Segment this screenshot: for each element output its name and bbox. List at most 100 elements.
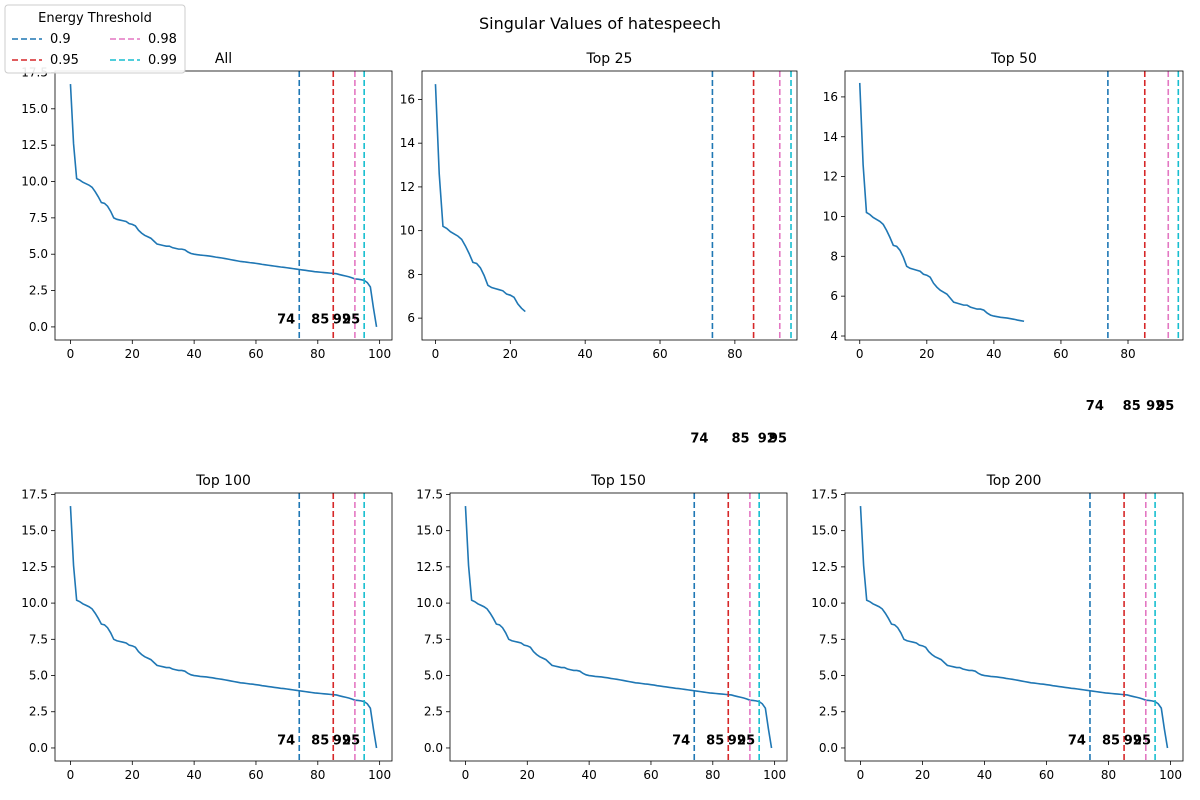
singular-value-line [859,505,1169,749]
singular-value-line [434,84,526,313]
threshold-label: 74 [672,734,690,749]
y-tick-label: 5.0 [819,669,838,683]
subplot: All0204060801000.02.55.07.510.012.515.01… [21,51,393,361]
legend-label: 0.99 [148,53,177,68]
y-tick-label: 10 [823,209,838,223]
legend: Energy Threshold 0.9 0.95 0.98 0.99 [4,4,186,74]
threshold-label: 85 [1123,399,1141,414]
y-tick-label: 10.0 [21,596,48,610]
legend-frame [4,4,186,74]
x-tick-label: 60 [643,768,658,782]
x-tick-label: 40 [977,768,992,782]
y-tick-label: 6 [407,311,415,325]
y-tick-label: 15.0 [416,524,443,538]
x-tick-label: 80 [727,347,742,361]
threshold-label: 85 [311,734,329,749]
x-tick-label: 20 [915,768,930,782]
singular-value-line [858,82,1025,323]
x-tick-label: 0 [67,347,75,361]
y-tick-label: 2.5 [819,705,838,719]
y-tick-label: 2.5 [424,705,443,719]
subplot: Top 100 0 20 40 60 80 100 0.0 2.5 5.0 7.5 10.0 12.5 1… [21,473,393,782]
x-tick-label: 80 [1120,347,1135,361]
x-tick-label: 20 [919,347,934,361]
legend-entry: 0.98 [110,32,177,47]
legend-label: 0.95 [50,53,79,68]
x-tick-label: 40 [186,768,201,782]
threshold-label: 74 [1068,734,1086,749]
threshold-label: 92 [1124,734,1142,749]
y-tick-label: 0.0 [819,741,838,755]
y-tick-label: 2.5 [29,705,48,719]
threshold-label: 85 [731,431,749,446]
subplot: Top 150 0 20 40 60 80 100 0.0 2.5 5.0 7.5 10.0 12.5 1… [416,473,788,782]
threshold-label: 74 [1086,399,1104,414]
x-tick-label: 20 [125,768,140,782]
singular-value-line [464,505,773,749]
x-tick-label: 40 [578,347,593,361]
y-tick-label: 12.5 [21,138,48,152]
x-tick-label: 80 [705,768,720,782]
y-tick-label: 2.5 [29,284,48,298]
y-tick-label: 12.5 [811,560,838,574]
x-tick-label: 20 [125,347,140,361]
threshold-label: 95 [1133,734,1151,749]
threshold-label: 85 [311,313,329,328]
x-tick-label: 100 [368,768,391,782]
threshold-label: 92 [333,734,351,749]
threshold-label: 95 [737,734,755,749]
x-tick-label: 40 [986,347,1001,361]
y-tick-label: 7.5 [29,211,48,225]
legend-entry: 0.95 [12,53,79,68]
legend-entry: 0.99 [110,53,177,68]
threshold-label: 92 [728,734,746,749]
x-tick-label: 60 [652,347,667,361]
legend-entry: 0.9 [12,32,71,47]
y-tick-label: 10 [400,224,415,238]
subplot-title: Top 200 [986,473,1042,489]
y-tick-label: 17.5 [811,487,838,501]
threshold-label: 92 [333,313,351,328]
legend-title: Energy Threshold [38,11,152,26]
subplot-title: All [215,51,232,67]
subplot-title: Top 25 [586,51,633,67]
x-tick-label: 20 [503,347,518,361]
y-tick-label: 14 [400,136,415,150]
threshold-label: 85 [706,734,724,749]
x-tick-label: 60 [1039,768,1054,782]
y-tick-label: 0.0 [29,320,48,334]
threshold-label: 74 [277,734,295,749]
threshold-label: 92 [758,431,776,446]
subplot-title: Top 100 [195,473,251,489]
y-tick-label: 15.0 [811,524,838,538]
axes-frame [54,70,393,341]
threshold-label: 85 [1102,734,1120,749]
y-tick-label: 12 [400,180,415,194]
x-tick-label: 0 [462,768,470,782]
x-tick-label: 20 [520,768,535,782]
axes-frame [449,492,788,762]
threshold-label: 74 [277,313,295,328]
y-tick-label: 0.0 [29,741,48,755]
y-tick-label: 4 [830,329,838,343]
axes-frame [844,70,1184,341]
x-tick-label: 0 [67,768,75,782]
legend-label: 0.98 [148,32,177,47]
y-tick-label: 0.0 [424,741,443,755]
y-tick-label: 5.0 [424,669,443,683]
threshold-label: 95 [1156,399,1174,414]
y-tick-label: 12.5 [416,560,443,574]
threshold-label: 95 [342,734,360,749]
y-tick-label: 10.0 [416,596,443,610]
y-tick-label: 10.0 [21,175,48,189]
y-tick-label: 16 [400,92,415,106]
y-tick-label: 17.5 [21,487,48,501]
y-tick-label: 7.5 [819,632,838,646]
x-tick-label: 40 [581,768,596,782]
x-tick-label: 0 [432,347,440,361]
x-tick-label: 60 [248,768,263,782]
singular-value-line [69,84,378,328]
x-tick-label: 100 [1159,768,1182,782]
